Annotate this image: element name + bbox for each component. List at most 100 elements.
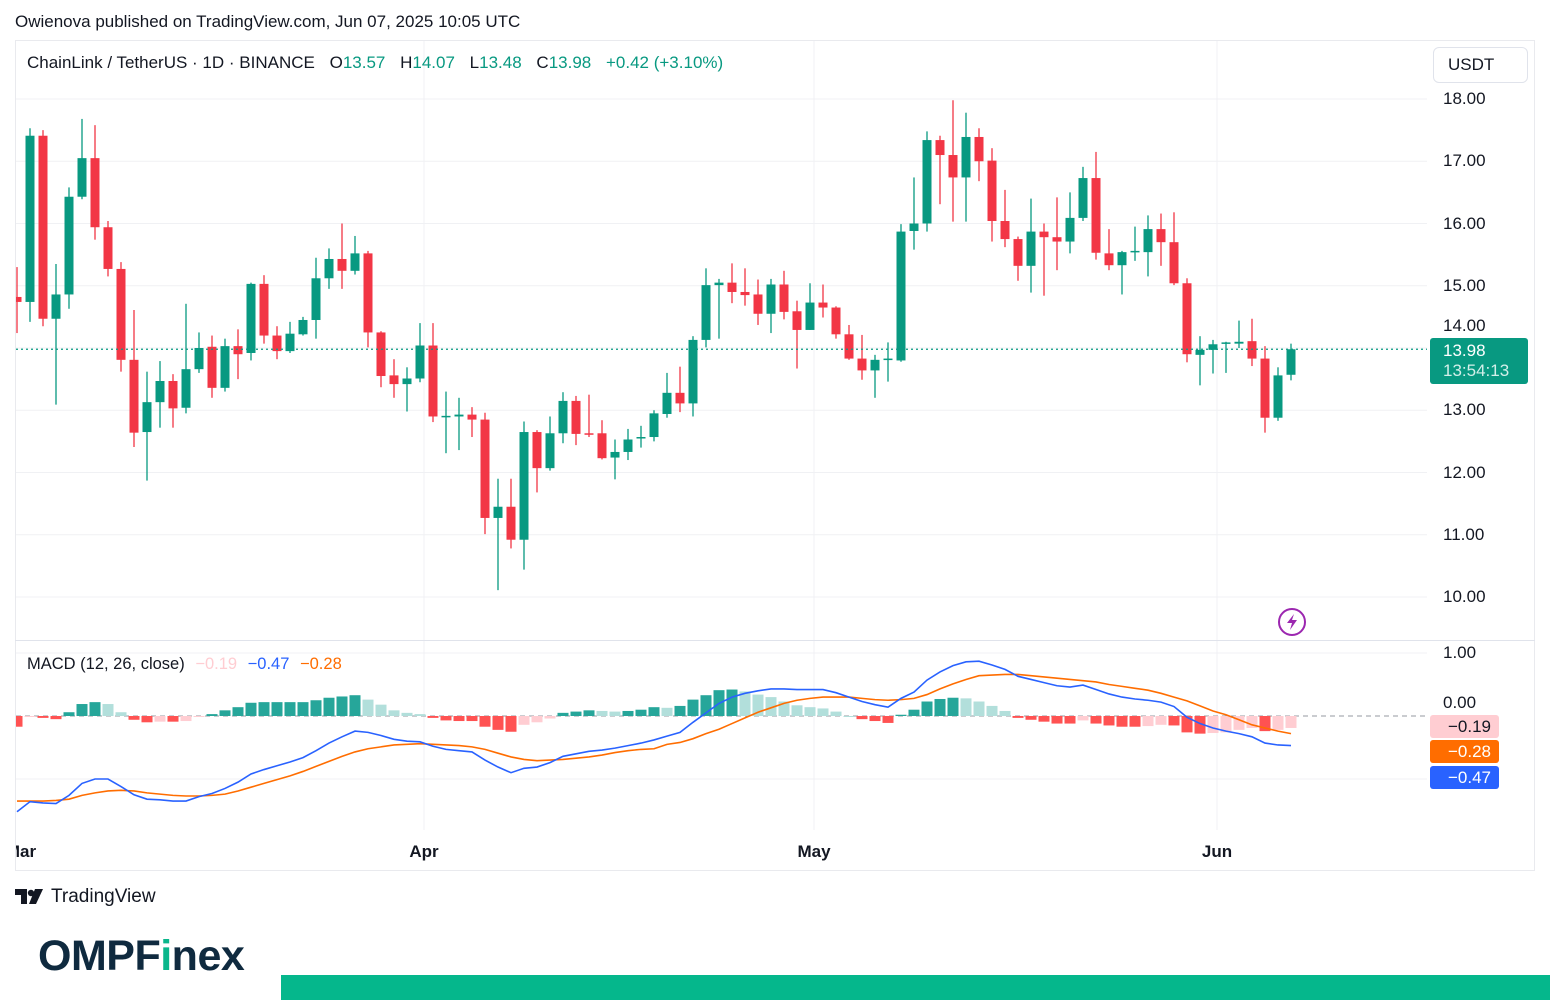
candle-body [363, 253, 373, 333]
currency-button[interactable]: USDT [1433, 47, 1528, 83]
candle [623, 428, 633, 461]
candle-body [649, 413, 659, 438]
candle-body [129, 359, 139, 433]
macd-histogram-bar [765, 697, 777, 716]
candle-body [831, 307, 841, 335]
high-value: 14.07 [412, 53, 455, 72]
brand-bar [281, 975, 1550, 1000]
candle-body [636, 437, 646, 439]
candle-body [896, 231, 906, 361]
tradingview-logo[interactable]: TradingView [15, 886, 156, 908]
candle [454, 397, 464, 451]
macd-legend: MACD (12, 26, close) −0.19 −0.47 −0.28 [27, 655, 342, 674]
macd-histogram-bar [232, 707, 244, 716]
macd-histogram-bar [50, 716, 62, 720]
candle [155, 361, 165, 428]
macd-histogram-bar [518, 716, 530, 725]
candle [16, 267, 22, 334]
candle [961, 112, 971, 222]
candle [64, 187, 74, 309]
macd-histogram-bar [375, 704, 387, 716]
candle-body [584, 433, 594, 435]
candle-body [1286, 349, 1296, 375]
lightning-icon[interactable] [1277, 607, 1307, 637]
macd-histogram-bar [895, 714, 907, 716]
macd-histogram-bar [180, 716, 192, 722]
macd-histogram-bar [323, 697, 335, 716]
price-tick-label: 15.00 [1443, 275, 1486, 295]
macd-histogram-bar [934, 698, 946, 716]
candle [363, 250, 373, 348]
candle-body [207, 346, 217, 388]
candle-body [571, 400, 581, 434]
candle-body [857, 358, 867, 371]
candle [220, 338, 230, 392]
candle [415, 323, 425, 383]
macd-histogram-bar [310, 700, 322, 716]
macd-histogram-bar [778, 701, 790, 716]
macd-histogram-bar [102, 704, 114, 716]
candle [896, 224, 906, 362]
open-label: O [329, 53, 343, 72]
price-tick-label: 12.00 [1443, 462, 1486, 482]
candle-body [1260, 358, 1270, 418]
macd-histogram-bar [336, 696, 348, 716]
macd-histogram-bar [856, 716, 868, 720]
candle [1234, 320, 1244, 348]
macd-histogram-bar [492, 716, 504, 730]
macd-histogram-bar [128, 716, 140, 720]
candle [1273, 367, 1283, 421]
candle-body [545, 433, 555, 469]
candle [519, 421, 529, 570]
candle [129, 310, 139, 447]
macd-histogram-bar [1064, 716, 1076, 724]
candle [571, 395, 581, 446]
macd-histogram-bar [817, 708, 829, 716]
candle-body [1195, 349, 1205, 355]
candle-body [64, 196, 74, 295]
candle [194, 332, 204, 373]
candle [792, 300, 802, 369]
candle [948, 100, 958, 222]
macd-histogram-bar [167, 716, 179, 722]
candle [1195, 336, 1205, 386]
macd-histogram-bar [284, 702, 296, 716]
macd-histogram-bar [76, 704, 88, 716]
candle-body [1208, 344, 1218, 350]
macd-histogram-bar [557, 712, 569, 716]
macd-histogram-bar [609, 711, 621, 716]
macd-histogram-bar [63, 712, 75, 716]
macd-histogram-bar [1142, 716, 1154, 727]
macd-histogram-bar [154, 716, 166, 722]
macd-histogram-bar [1025, 716, 1037, 720]
candle [467, 407, 477, 438]
macd-histogram-bar [1246, 716, 1258, 728]
candle [493, 478, 503, 591]
candle [25, 128, 35, 322]
candle [1000, 189, 1010, 248]
macd-histogram-bar [700, 695, 712, 716]
last-price-value: 13.98 [1443, 341, 1486, 360]
candle-body [376, 332, 386, 377]
candle [1065, 192, 1075, 254]
candle [597, 420, 607, 460]
candle-body [1039, 231, 1049, 238]
candle-body [662, 392, 672, 414]
macd-histogram-bar [1207, 716, 1219, 734]
macd-histogram-bar [349, 695, 361, 716]
candle-body [818, 302, 828, 308]
macd-line [16, 660, 1292, 813]
macd-histogram-bar [1168, 716, 1180, 726]
macd-histogram-bar [739, 691, 751, 716]
macd-histogram-bar [1181, 716, 1193, 733]
macd-histogram-bar [297, 702, 309, 716]
macd-histogram-bar [115, 712, 127, 716]
macd-histogram-bar [1038, 716, 1050, 722]
candle-body [51, 294, 61, 319]
candle [1104, 229, 1114, 271]
macd-histogram-bar [1129, 716, 1141, 727]
macd-histogram-bar [908, 709, 920, 716]
macd-histogram-bar [453, 716, 465, 722]
candle-body [532, 432, 542, 469]
